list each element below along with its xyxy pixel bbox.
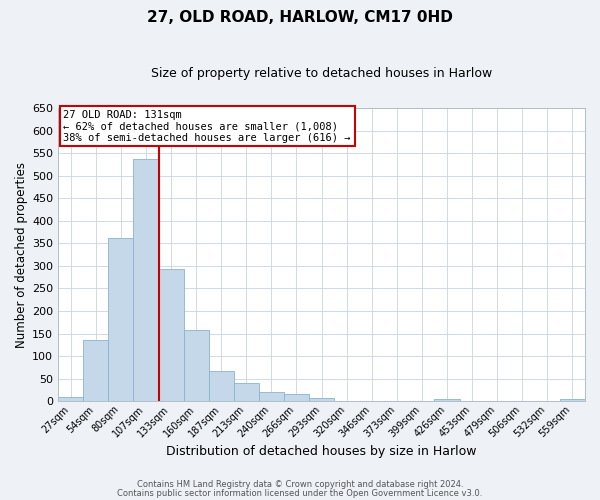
X-axis label: Distribution of detached houses by size in Harlow: Distribution of detached houses by size … xyxy=(166,444,477,458)
Bar xyxy=(184,330,209,402)
Title: Size of property relative to detached houses in Harlow: Size of property relative to detached ho… xyxy=(151,68,492,80)
Bar xyxy=(309,398,334,402)
Bar xyxy=(560,399,585,402)
Text: 27, OLD ROAD, HARLOW, CM17 0HD: 27, OLD ROAD, HARLOW, CM17 0HD xyxy=(147,10,453,25)
Bar xyxy=(434,399,460,402)
Text: 27 OLD ROAD: 131sqm
← 62% of detached houses are smaller (1,008)
38% of semi-det: 27 OLD ROAD: 131sqm ← 62% of detached ho… xyxy=(64,110,351,142)
Bar xyxy=(133,158,158,402)
Bar xyxy=(209,371,234,402)
Bar xyxy=(83,340,109,402)
Bar xyxy=(259,392,284,402)
Bar xyxy=(58,396,83,402)
Bar xyxy=(109,238,133,402)
Bar xyxy=(284,394,309,402)
Bar xyxy=(234,383,259,402)
Text: Contains HM Land Registry data © Crown copyright and database right 2024.: Contains HM Land Registry data © Crown c… xyxy=(137,480,463,489)
Bar xyxy=(158,269,184,402)
Y-axis label: Number of detached properties: Number of detached properties xyxy=(15,162,28,348)
Text: Contains public sector information licensed under the Open Government Licence v3: Contains public sector information licen… xyxy=(118,488,482,498)
